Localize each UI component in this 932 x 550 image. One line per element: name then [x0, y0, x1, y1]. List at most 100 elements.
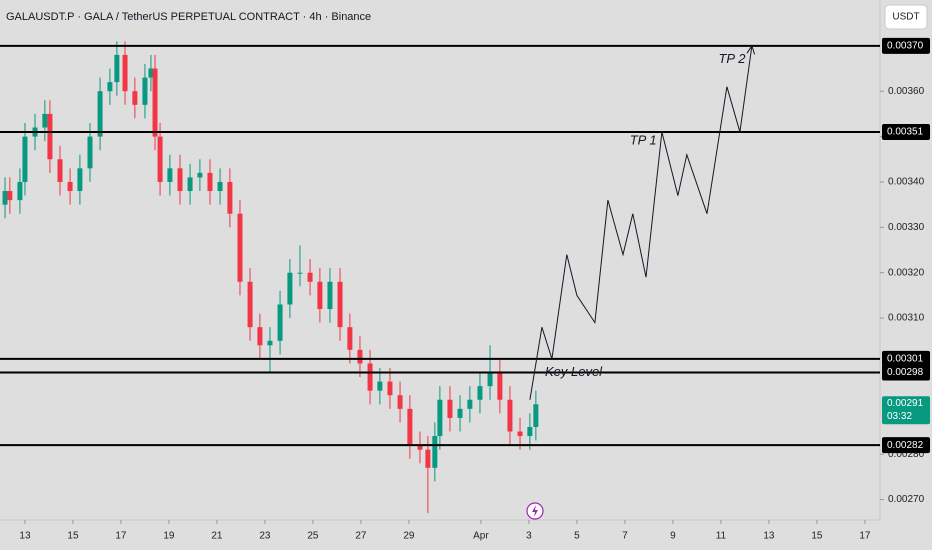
x-tick-label: 17: [115, 531, 127, 542]
x-tick-label: 17: [859, 531, 871, 542]
candle-body: [157, 136, 163, 182]
candle-body: [425, 449, 431, 468]
candle-body: [357, 349, 363, 364]
currency-label[interactable]: USDT: [892, 12, 919, 23]
candle-body: [132, 91, 138, 105]
candle-body: [317, 281, 323, 310]
x-tick-label: 3: [526, 531, 532, 542]
x-tick-label: 15: [811, 531, 823, 542]
x-tick-label: 9: [670, 531, 676, 542]
level-label-bg: [882, 364, 930, 381]
chart-title: GALAUSDT.P · GALA / TetherUS PERPETUAL C…: [6, 11, 371, 23]
candle-body: [437, 399, 443, 437]
level-label-bg: [882, 37, 930, 54]
candle-body: [327, 281, 333, 310]
y-tick-label: 0.00310: [888, 313, 925, 324]
annotation: TP 2: [718, 51, 746, 66]
candle-body: [397, 395, 403, 409]
candle-body: [22, 136, 28, 182]
level-label-bg: [882, 437, 930, 454]
candle-body: [107, 82, 113, 92]
candle-body: [47, 113, 53, 160]
event-bolt: [532, 505, 538, 517]
current-price-label: 0.00291: [887, 398, 924, 409]
level-label: 0.00370: [887, 40, 924, 51]
candle-body: [297, 272, 303, 274]
countdown-label: 03:32: [887, 411, 912, 422]
y-tick-label: 0.00330: [888, 222, 925, 233]
candle-body: [477, 386, 483, 400]
candle-body: [237, 213, 243, 282]
candle-body: [97, 91, 103, 137]
candle-body: [467, 399, 473, 409]
y-tick-label: 0.00320: [888, 267, 925, 278]
candle-body: [77, 168, 83, 192]
candle-body: [197, 172, 203, 178]
candle-body: [287, 272, 293, 305]
projection-path: [529, 45, 753, 400]
candle-body: [177, 168, 183, 192]
y-tick-label: 0.00340: [888, 177, 925, 188]
candle-body: [122, 54, 128, 92]
y-tick-label: 0.00270: [888, 494, 925, 505]
candle-body: [247, 281, 253, 328]
candle-body: [277, 304, 283, 341]
candle-body: [367, 363, 373, 391]
candle-body: [114, 54, 120, 83]
candle-body: [2, 191, 8, 205]
x-tick-label: 19: [163, 531, 175, 542]
x-tick-label: 7: [622, 531, 628, 542]
axes: 0.00270 0.00280 0.00310 0.00320 0.00330 0.003…: [19, 37, 930, 542]
x-tick-label: 29: [403, 531, 415, 542]
x-tick-label: 15: [67, 531, 79, 542]
candle-body: [307, 272, 313, 282]
candle-body: [217, 181, 223, 192]
candle-body: [7, 191, 13, 201]
candle-body: [17, 181, 23, 201]
candle-body: [152, 68, 158, 137]
projection-arrowhead: [746, 44, 756, 55]
candle-body: [533, 404, 539, 427]
x-tick-label: 11: [716, 531, 727, 542]
current-price-bg: [882, 396, 930, 425]
candle-body: [42, 113, 48, 128]
currency-button[interactable]: [884, 4, 928, 30]
x-tick-label: 5: [574, 531, 580, 542]
candle-body: [257, 327, 263, 346]
candle-body: [497, 372, 503, 400]
candle-body: [347, 327, 353, 350]
x-tick-label: 23: [259, 531, 271, 542]
x-tick-label: 25: [307, 531, 319, 542]
candle-body: [432, 436, 438, 468]
candle-body: [167, 168, 173, 182]
candle-body: [417, 445, 423, 450]
candle-body: [407, 408, 413, 446]
y-tick-label: 0.00280: [888, 449, 925, 460]
candle-body: [67, 181, 73, 192]
candle-body: [227, 181, 233, 214]
level-label: 0.00298: [887, 367, 924, 378]
candle-body: [517, 431, 523, 437]
annotation: Key Level: [545, 364, 603, 379]
candle-body: [487, 372, 493, 387]
candle-body: [527, 426, 533, 437]
candle-body: [337, 281, 343, 328]
x-tick-label: 21: [211, 531, 223, 542]
level-label-bg: [882, 350, 930, 367]
x-tick-label: 13: [19, 531, 31, 542]
candle-body: [387, 381, 393, 396]
candle-body: [187, 177, 193, 192]
y-tick-label: 0.00360: [888, 86, 925, 97]
candle-body: [207, 172, 213, 192]
level-label: 0.00351: [887, 127, 924, 138]
candle-body: [447, 399, 453, 418]
annotation: TP 1: [630, 133, 657, 148]
candle-body: [57, 159, 63, 182]
candle-body: [457, 408, 463, 418]
candle-body: [87, 136, 93, 169]
candle-body: [267, 340, 273, 346]
x-tick-label: Apr: [473, 531, 489, 542]
candle-body: [142, 77, 148, 105]
